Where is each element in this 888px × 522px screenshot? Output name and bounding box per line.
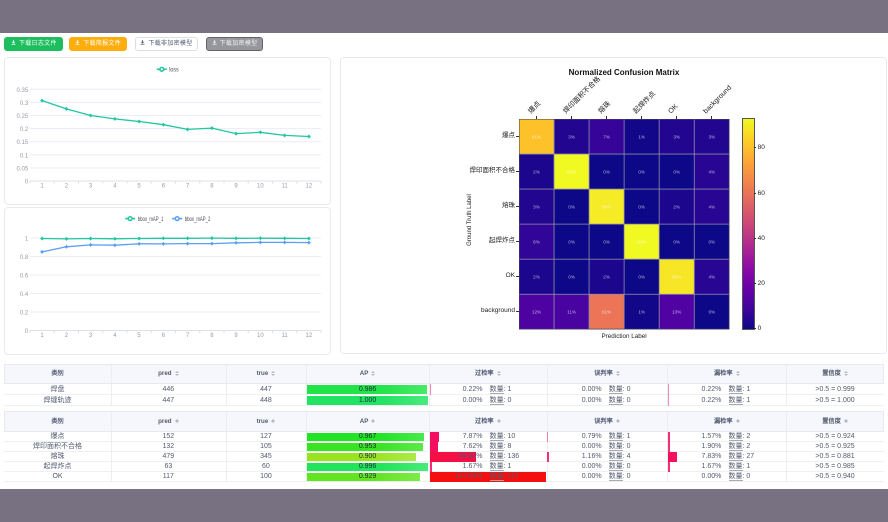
svg-text:6%: 6% xyxy=(533,239,540,244)
svg-text:3: 3 xyxy=(88,183,92,189)
svg-text:6: 6 xyxy=(161,183,165,189)
svg-text:0%: 0% xyxy=(603,239,610,244)
svg-text:0%: 0% xyxy=(673,169,680,174)
svg-text:12: 12 xyxy=(305,183,312,189)
svg-text:1%: 1% xyxy=(638,134,645,139)
svg-text:9: 9 xyxy=(234,333,238,339)
svg-text:3%: 3% xyxy=(708,134,715,139)
svg-text:bbox_mAP_2: bbox_mAP_2 xyxy=(184,216,210,223)
svg-text:2%: 2% xyxy=(603,274,610,279)
svg-text:1%: 1% xyxy=(638,309,645,314)
svg-text:0.6: 0.6 xyxy=(19,274,28,280)
svg-text:0.35: 0.35 xyxy=(16,87,28,93)
svg-text:8: 8 xyxy=(210,333,214,339)
svg-text:bbox_mAP_1: bbox_mAP_1 xyxy=(137,216,163,223)
svg-text:2: 2 xyxy=(64,333,68,339)
svg-text:12: 12 xyxy=(305,333,312,339)
svg-text:0.25: 0.25 xyxy=(16,114,28,120)
svg-text:7: 7 xyxy=(185,183,189,189)
svg-text:1: 1 xyxy=(24,237,28,243)
svg-text:81%: 81% xyxy=(532,134,541,139)
svg-text:93%: 93% xyxy=(637,239,646,244)
svg-text:0: 0 xyxy=(24,179,28,185)
svg-text:10: 10 xyxy=(257,183,264,189)
svg-text:11%: 11% xyxy=(567,309,576,314)
svg-text:0%: 0% xyxy=(638,169,645,174)
svg-text:0.8: 0.8 xyxy=(19,255,28,261)
svg-text:0.2: 0.2 xyxy=(19,127,28,133)
svg-text:3%: 3% xyxy=(533,204,540,209)
svg-text:2%: 2% xyxy=(673,204,680,209)
svg-text:89%: 89% xyxy=(672,274,681,279)
svg-text:3%: 3% xyxy=(568,134,575,139)
svg-text:4: 4 xyxy=(113,333,117,339)
svg-text:11: 11 xyxy=(281,183,288,189)
svg-text:loss: loss xyxy=(169,66,179,73)
svg-text:2%: 2% xyxy=(533,169,540,174)
svg-text:4: 4 xyxy=(113,183,117,189)
svg-text:0%: 0% xyxy=(638,274,645,279)
svg-text:4%: 4% xyxy=(708,274,715,279)
svg-text:2%: 2% xyxy=(533,274,540,279)
svg-text:0.1: 0.1 xyxy=(19,153,28,159)
svg-text:0.15: 0.15 xyxy=(16,140,28,146)
svg-text:90%: 90% xyxy=(602,204,611,209)
svg-text:0.05: 0.05 xyxy=(16,166,28,172)
svg-text:0%: 0% xyxy=(638,204,645,209)
svg-text:0%: 0% xyxy=(568,239,575,244)
svg-text:0%: 0% xyxy=(708,239,715,244)
svg-text:2: 2 xyxy=(64,183,68,189)
svg-text:9: 9 xyxy=(234,183,238,189)
svg-text:93%: 93% xyxy=(567,169,576,174)
svg-text:4%: 4% xyxy=(708,204,715,209)
svg-text:7%: 7% xyxy=(603,134,610,139)
svg-text:1: 1 xyxy=(40,183,44,189)
svg-text:6: 6 xyxy=(161,333,165,339)
svg-text:4%: 4% xyxy=(708,169,715,174)
svg-text:1: 1 xyxy=(40,333,44,339)
svg-text:5: 5 xyxy=(137,333,141,339)
svg-text:0%: 0% xyxy=(568,274,575,279)
svg-text:0: 0 xyxy=(24,329,28,335)
svg-text:12%: 12% xyxy=(532,309,541,314)
svg-text:0%: 0% xyxy=(673,239,680,244)
svg-text:5: 5 xyxy=(137,183,141,189)
svg-text:3: 3 xyxy=(88,333,92,339)
svg-text:8: 8 xyxy=(210,183,214,189)
svg-text:0.3: 0.3 xyxy=(19,100,28,106)
svg-text:11: 11 xyxy=(281,333,288,339)
svg-text:7: 7 xyxy=(185,333,189,339)
svg-text:0%: 0% xyxy=(708,309,715,314)
svg-text:61%: 61% xyxy=(602,309,611,314)
svg-text:0.2: 0.2 xyxy=(19,311,28,317)
svg-text:0%: 0% xyxy=(603,169,610,174)
svg-text:0.4: 0.4 xyxy=(19,292,28,298)
svg-text:0%: 0% xyxy=(568,204,575,209)
svg-text:3%: 3% xyxy=(673,134,680,139)
svg-text:13%: 13% xyxy=(672,309,681,314)
svg-text:10: 10 xyxy=(257,333,264,339)
